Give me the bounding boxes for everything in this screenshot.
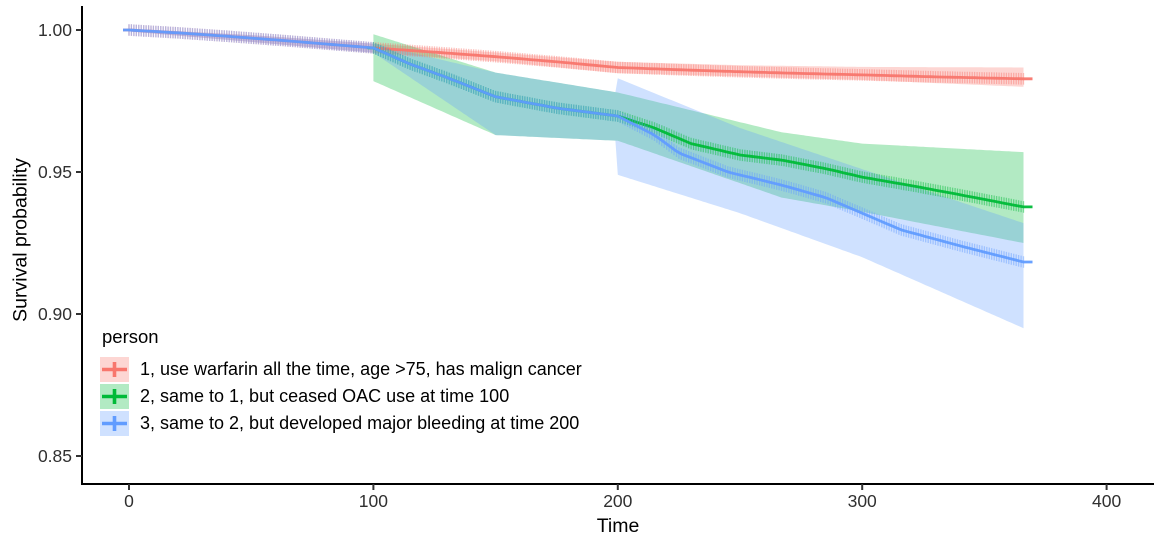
legend-entry-person-2: 2, same to 1, but ceased OAC use at time…	[100, 384, 582, 409]
person-2-legend-key-icon	[100, 384, 129, 409]
legend-label: 3, same to 2, but developed major bleedi…	[140, 413, 580, 433]
y-tick-label: 0.90	[37, 304, 72, 324]
x-tick-label: 100	[358, 491, 388, 511]
legend-entry-person-1: 1, use warfarin all the time, age >75, h…	[100, 357, 582, 382]
person-3-confidence-band	[129, 28, 1024, 329]
legend-title: person	[102, 326, 159, 347]
x-tick-label: 300	[847, 491, 877, 511]
legend-label: 1, use warfarin all the time, age >75, h…	[140, 359, 582, 379]
y-tick-label: 0.85	[37, 446, 72, 466]
x-axis-title: Time	[596, 515, 640, 537]
person-2-confidence-band	[373, 34, 1024, 243]
person-3-survival-line	[123, 28, 1033, 264]
x-tick-label: 400	[1091, 491, 1122, 511]
x-tick-label: 200	[603, 491, 633, 511]
y-tick-label: 0.95	[37, 162, 72, 182]
legend-entry-person-3: 3, same to 2, but developed major bleedi…	[100, 411, 582, 436]
x-tick-label: 0	[124, 491, 134, 511]
person-3-legend-key-icon	[100, 411, 129, 436]
legend-entries: 1, use warfarin all the time, age >75, h…	[100, 357, 582, 436]
y-tick-label: 1.00	[37, 20, 72, 40]
y-axis-title: Survival probability	[9, 158, 32, 322]
person-1-legend-key-icon	[100, 357, 129, 382]
legend-label: 2, same to 1, but ceased OAC use at time…	[140, 386, 510, 406]
legend: person 1, use warfarin all the time, age…	[100, 326, 582, 438]
